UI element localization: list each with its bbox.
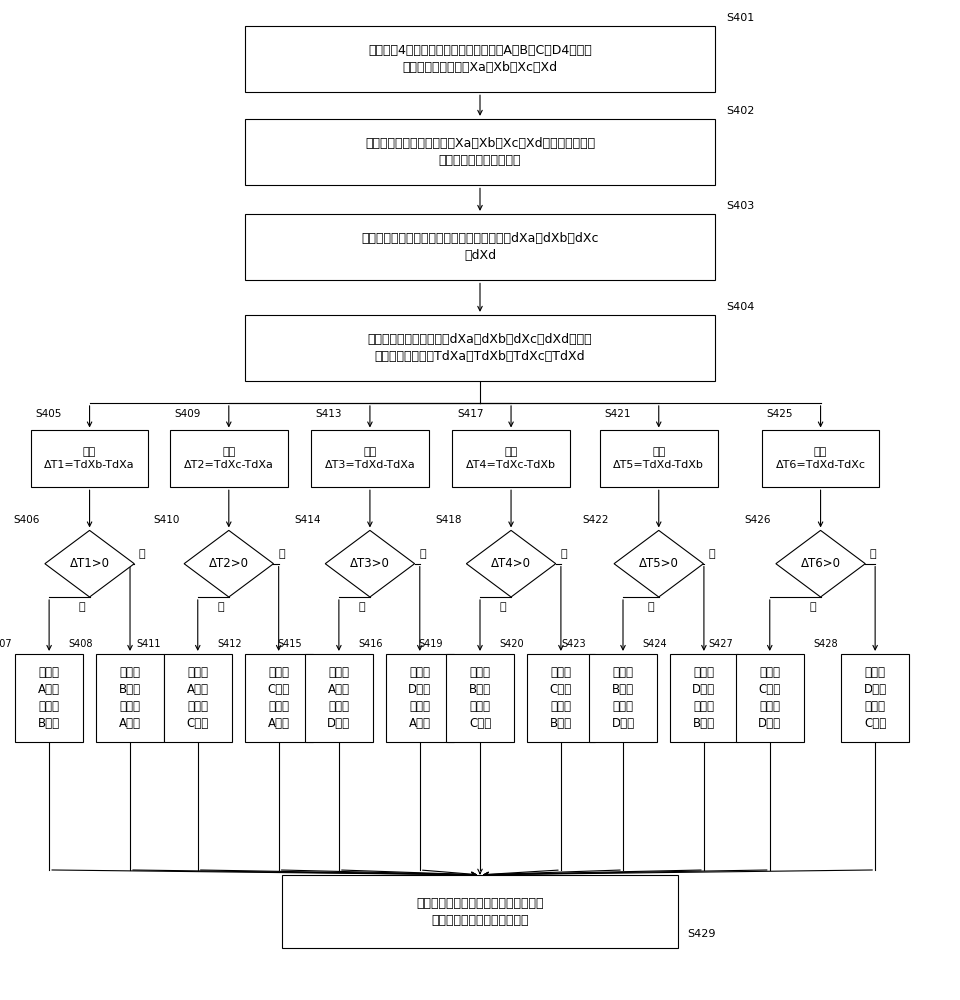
Text: 根据人体移动方向生成控制指令，并根
据控制指令对空调器进行控制: 根据人体移动方向生成控制指令，并根 据控制指令对空调器进行控制 <box>417 897 543 927</box>
Text: S414: S414 <box>294 515 321 525</box>
Bar <box>600 430 717 487</box>
Text: 人体从
D区域
移动到
C区域: 人体从 D区域 移动到 C区域 <box>864 666 887 730</box>
Text: S421: S421 <box>605 409 631 419</box>
Text: ΔT4>0: ΔT4>0 <box>492 557 531 570</box>
Bar <box>164 654 231 742</box>
Bar <box>446 654 514 742</box>
Text: S420: S420 <box>499 639 524 649</box>
Bar <box>452 430 570 487</box>
Bar <box>386 654 454 742</box>
Text: S410: S410 <box>153 515 180 525</box>
Text: ΔT3>0: ΔT3>0 <box>350 557 390 570</box>
Text: ΔT6>0: ΔT6>0 <box>801 557 841 570</box>
Text: S418: S418 <box>435 515 462 525</box>
Bar <box>245 214 715 280</box>
Text: 是: 是 <box>218 602 224 612</box>
Bar <box>31 430 149 487</box>
Text: 否: 否 <box>139 549 146 559</box>
Text: 否: 否 <box>561 549 567 559</box>
Text: S403: S403 <box>727 201 755 211</box>
Text: 否: 否 <box>708 549 715 559</box>
Bar <box>670 654 738 742</box>
Bar <box>245 315 715 381</box>
Text: 人体从
C区域
移动到
B区域: 人体从 C区域 移动到 B区域 <box>550 666 572 730</box>
Text: S417: S417 <box>457 409 484 419</box>
Text: S419: S419 <box>419 639 444 649</box>
Text: S406: S406 <box>13 515 40 525</box>
Text: 人体从
B区域
移动到
A区域: 人体从 B区域 移动到 A区域 <box>119 666 141 730</box>
Bar <box>589 654 657 742</box>
Text: 是: 是 <box>78 602 84 612</box>
Text: 通过微分处理得出稳定的人体移动信号的微分dXa、dXb、dXc
和dXd: 通过微分处理得出稳定的人体移动信号的微分dXa、dXb、dXc 和dXd <box>361 232 599 262</box>
Text: 人体从
A区域
移动到
B区域: 人体从 A区域 移动到 B区域 <box>38 666 60 730</box>
Polygon shape <box>776 530 865 597</box>
Bar <box>736 654 804 742</box>
Bar <box>841 654 909 742</box>
Text: ΔT5>0: ΔT5>0 <box>638 557 679 570</box>
Text: 人体从
C区域
移动到
A区域: 人体从 C区域 移动到 A区域 <box>268 666 290 730</box>
Text: 计算
ΔT6=TdXd-TdXc: 计算 ΔT6=TdXd-TdXc <box>776 447 866 470</box>
Text: 否: 否 <box>870 549 876 559</box>
Text: 是: 是 <box>809 602 816 612</box>
Text: S412: S412 <box>217 639 242 649</box>
Bar <box>170 430 288 487</box>
Polygon shape <box>325 530 415 597</box>
Bar <box>762 430 879 487</box>
Text: 人体从
D区域
移动到
A区域: 人体从 D区域 移动到 A区域 <box>408 666 431 730</box>
Polygon shape <box>184 530 274 597</box>
Bar <box>282 875 678 948</box>
Text: S411: S411 <box>136 639 161 649</box>
Text: S409: S409 <box>175 409 201 419</box>
Text: S428: S428 <box>814 639 838 649</box>
Text: 是: 是 <box>500 602 506 612</box>
Text: 人体从
B区域
移动到
C区域: 人体从 B区域 移动到 C区域 <box>468 666 492 730</box>
Polygon shape <box>614 530 704 597</box>
Text: 计算
ΔT4=TdXc-TdXb: 计算 ΔT4=TdXc-TdXb <box>466 447 556 470</box>
Text: S416: S416 <box>359 639 383 649</box>
Text: 是: 是 <box>647 602 654 612</box>
Text: 是: 是 <box>359 602 365 612</box>
Text: 计算
ΔT2=TdXc-TdXa: 计算 ΔT2=TdXc-TdXa <box>184 447 274 470</box>
Text: 人体从
A区域
移动到
C区域: 人体从 A区域 移动到 C区域 <box>186 666 209 730</box>
Text: S415: S415 <box>277 639 302 649</box>
Text: 人体从
C区域
移动到
D区域: 人体从 C区域 移动到 D区域 <box>758 666 781 730</box>
Text: 否: 否 <box>278 549 285 559</box>
Bar <box>245 654 313 742</box>
Bar <box>245 119 715 185</box>
Text: ΔT1>0: ΔT1>0 <box>69 557 109 570</box>
Text: 人体从
B区域
移动到
D区域: 人体从 B区域 移动到 D区域 <box>612 666 635 730</box>
Text: S401: S401 <box>727 13 755 23</box>
Text: 不断收集4个热释电红外传感器检测到的A、B、C和D4个探测
区域的人体移动信号Xa、Xb、Xc和Xd: 不断收集4个热释电红外传感器检测到的A、B、C和D4个探测 区域的人体移动信号X… <box>368 44 592 74</box>
Text: S405: S405 <box>36 409 61 419</box>
Bar <box>15 654 83 742</box>
Bar <box>96 654 164 742</box>
Text: S429: S429 <box>687 929 715 939</box>
Text: S425: S425 <box>766 409 793 419</box>
Text: S404: S404 <box>727 302 755 312</box>
Polygon shape <box>45 530 134 597</box>
Text: ΔT2>0: ΔT2>0 <box>209 557 249 570</box>
Bar <box>245 26 715 92</box>
Text: 计算
ΔT1=TdXb-TdXa: 计算 ΔT1=TdXb-TdXa <box>44 447 135 470</box>
Text: S422: S422 <box>583 515 610 525</box>
Text: S427: S427 <box>708 639 733 649</box>
Bar <box>527 654 595 742</box>
Text: 通过滤波去除人体移动信号Xa、Xb、Xc和Xd中的杂波信号后
得出稳定的人体移动信号: 通过滤波去除人体移动信号Xa、Xb、Xc和Xd中的杂波信号后 得出稳定的人体移动… <box>365 137 595 167</box>
Text: 否: 否 <box>420 549 426 559</box>
Text: S407: S407 <box>0 639 12 649</box>
Bar <box>305 654 372 742</box>
Text: 人体从
A区域
移动到
D区域: 人体从 A区域 移动到 D区域 <box>327 666 350 730</box>
Text: 人体从
D区域
移动到
B区域: 人体从 D区域 移动到 B区域 <box>692 666 715 730</box>
Text: S408: S408 <box>69 639 93 649</box>
Text: 获取人体移动信号的微分dXa、dXb、dXc和dXd的波形
中的波峰出现时间TdXa、TdXb、TdXc和TdXd: 获取人体移动信号的微分dXa、dXb、dXc和dXd的波形 中的波峰出现时间Td… <box>368 333 592 363</box>
Text: S424: S424 <box>642 639 667 649</box>
Text: S402: S402 <box>727 106 755 116</box>
Text: 计算
ΔT5=TdXd-TdXb: 计算 ΔT5=TdXd-TdXb <box>613 447 705 470</box>
Text: S423: S423 <box>562 639 587 649</box>
Polygon shape <box>467 530 556 597</box>
Text: S413: S413 <box>316 409 343 419</box>
Text: S426: S426 <box>745 515 771 525</box>
Bar <box>311 430 429 487</box>
Text: 计算
ΔT3=TdXd-TdXa: 计算 ΔT3=TdXd-TdXa <box>324 447 416 470</box>
